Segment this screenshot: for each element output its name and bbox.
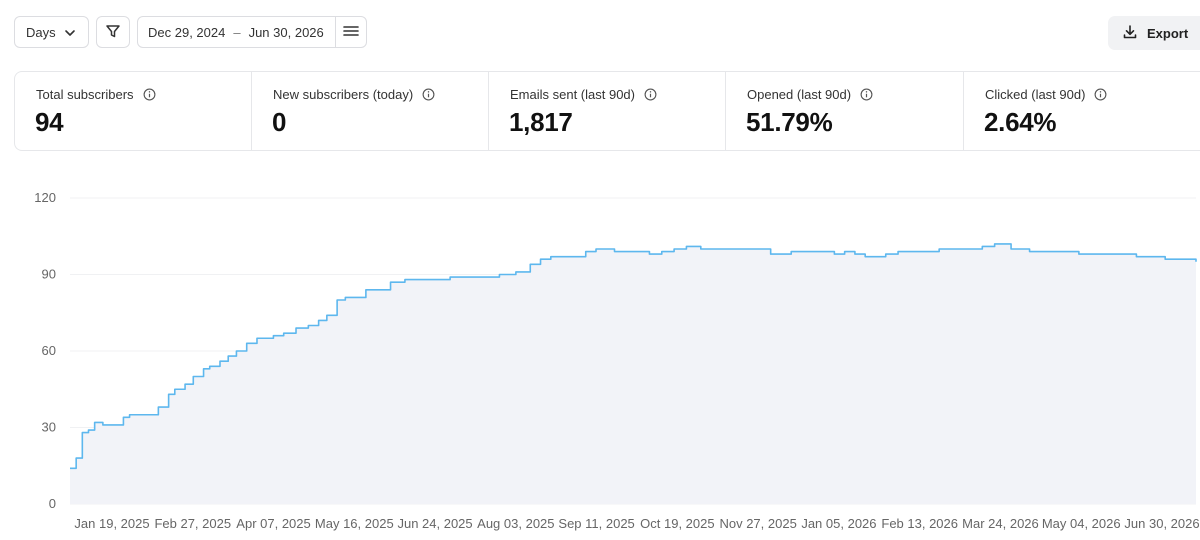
filter-icon [105,23,121,42]
x-tick-label: Nov 27, 2025 [719,516,796,531]
y-tick-label: 90 [42,267,56,282]
x-tick-label: Aug 03, 2025 [477,516,554,531]
granularity-dropdown[interactable]: Days [14,16,89,48]
export-button[interactable]: Export [1108,16,1200,50]
date-range-end[interactable]: Jun 30, 2026 [248,24,324,40]
stat-value: 94 [35,107,64,137]
stat-new-subscribers: New subscribers (today) 0 [252,72,489,150]
stat-label: Total subscribers [36,87,134,102]
stat-label: Clicked (last 90d) [985,87,1086,102]
filter-button[interactable] [96,16,130,48]
granularity-value: Days [26,24,56,40]
chevron-down-icon [64,27,76,42]
area-fill [70,243,1196,504]
y-tick-label: 120 [34,190,56,205]
menu-icon [343,25,359,40]
x-tick-label: Feb 13, 2026 [881,516,958,531]
range-menu-button[interactable] [335,17,366,47]
x-tick-label: Sep 11, 2025 [558,516,634,531]
stat-opened: Opened (last 90d) 51.79% [726,72,964,150]
stat-label: New subscribers (today) [273,87,414,102]
y-tick-label: 30 [42,420,56,435]
x-tick-label: Jan 05, 2026 [801,516,876,531]
x-tick-label: Apr 07, 2025 [236,516,310,531]
stat-label: Opened (last 90d) [747,87,852,102]
x-tick-label: Jun 24, 2025 [397,516,472,531]
stat-total-subscribers: Total subscribers 94 [15,72,252,150]
stat-value: 2.64% [984,107,1057,137]
stat-label: Emails sent (last 90d) [510,87,635,102]
date-range-separator: – [233,24,241,40]
info-icon[interactable] [1094,88,1107,101]
stat-clicked: Clicked (last 90d) 2.64% [964,72,1200,150]
subscribers-chart: 0 30 60 90 120 Jan 19, 2025 Feb 27, 2025 Apr 07… [34,190,1199,531]
series-line [70,243,1197,470]
info-icon[interactable] [422,88,435,101]
export-label: Export [1147,25,1189,41]
date-range-picker[interactable]: Dec 29, 2024 – Jun 30, 2026 [137,16,367,48]
date-range-start[interactable]: Dec 29, 2024 [148,24,226,40]
y-tick-label: 60 [42,343,56,358]
stat-emails-sent: Emails sent (last 90d) 1,817 [489,72,726,150]
x-tick-label: May 04, 2026 [1042,516,1121,531]
y-tick-label: 0 [49,496,56,511]
stat-value: 1,817 [509,107,573,137]
download-icon [1108,24,1147,43]
x-tick-label: Jan 19, 2025 [74,516,149,531]
x-tick-label: Oct 19, 2025 [640,516,714,531]
stats-panel: Total subscribers 94 New subscribers (to… [14,71,1200,151]
x-tick-label: Jun 30, 2026 [1124,516,1199,531]
stat-value: 0 [272,107,287,137]
info-icon[interactable] [143,88,156,101]
stat-value: 51.79% [746,107,833,137]
x-tick-label: May 16, 2025 [315,516,394,531]
x-tick-label: Mar 24, 2026 [962,516,1039,531]
x-tick-label: Feb 27, 2025 [154,516,231,531]
info-icon[interactable] [860,88,873,101]
toolbar: Days Dec 29, 2024 – Jun 30, 2026 Export [14,16,1200,50]
info-icon[interactable] [644,88,657,101]
